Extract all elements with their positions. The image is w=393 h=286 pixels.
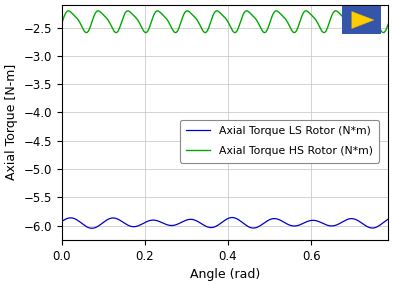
- Axial Torque HS Rotor (N*m): [380, 30, 384, 33]
- Axial Torque LS Rotor (N*m): [116, 218, 121, 221]
- Axial Torque LS Rotor (N*m): [90, 227, 94, 230]
- Polygon shape: [352, 11, 374, 29]
- Line: Axial Torque LS Rotor (N*m): Axial Torque LS Rotor (N*m): [62, 218, 388, 228]
- Axial Torque LS Rotor (N*m): [344, 218, 349, 221]
- Axial Torque LS Rotor (N*m): [185, 218, 189, 222]
- Line: Axial Torque HS Rotor (N*m): Axial Torque HS Rotor (N*m): [62, 11, 388, 33]
- Axial Torque HS Rotor (N*m): [116, 29, 121, 32]
- FancyBboxPatch shape: [340, 4, 383, 36]
- Axial Torque LS Rotor (N*m): [380, 222, 384, 225]
- Axial Torque LS Rotor (N*m): [386, 217, 391, 221]
- Axial Torque HS Rotor (N*m): [344, 20, 349, 24]
- Axial Torque LS Rotor (N*m): [59, 220, 64, 223]
- Y-axis label: Axial Torque [N-m]: Axial Torque [N-m]: [5, 64, 18, 180]
- X-axis label: Angle (rad): Angle (rad): [190, 268, 260, 281]
- Axial Torque HS Rotor (N*m): [386, 23, 391, 26]
- Axial Torque LS Rotor (N*m): [97, 224, 101, 227]
- Axial Torque HS Rotor (N*m): [59, 22, 64, 25]
- Axial Torque HS Rotor (N*m): [184, 9, 189, 13]
- Axial Torque LS Rotor (N*m): [199, 222, 204, 225]
- Axial Torque HS Rotor (N*m): [97, 9, 101, 13]
- Legend: Axial Torque LS Rotor (N*m), Axial Torque HS Rotor (N*m): Axial Torque LS Rotor (N*m), Axial Torqu…: [180, 120, 380, 162]
- Axial Torque LS Rotor (N*m): [230, 216, 235, 219]
- Axial Torque HS Rotor (N*m): [262, 31, 267, 34]
- Axial Torque HS Rotor (N*m): [198, 25, 203, 29]
- Axial Torque HS Rotor (N*m): [333, 9, 338, 13]
